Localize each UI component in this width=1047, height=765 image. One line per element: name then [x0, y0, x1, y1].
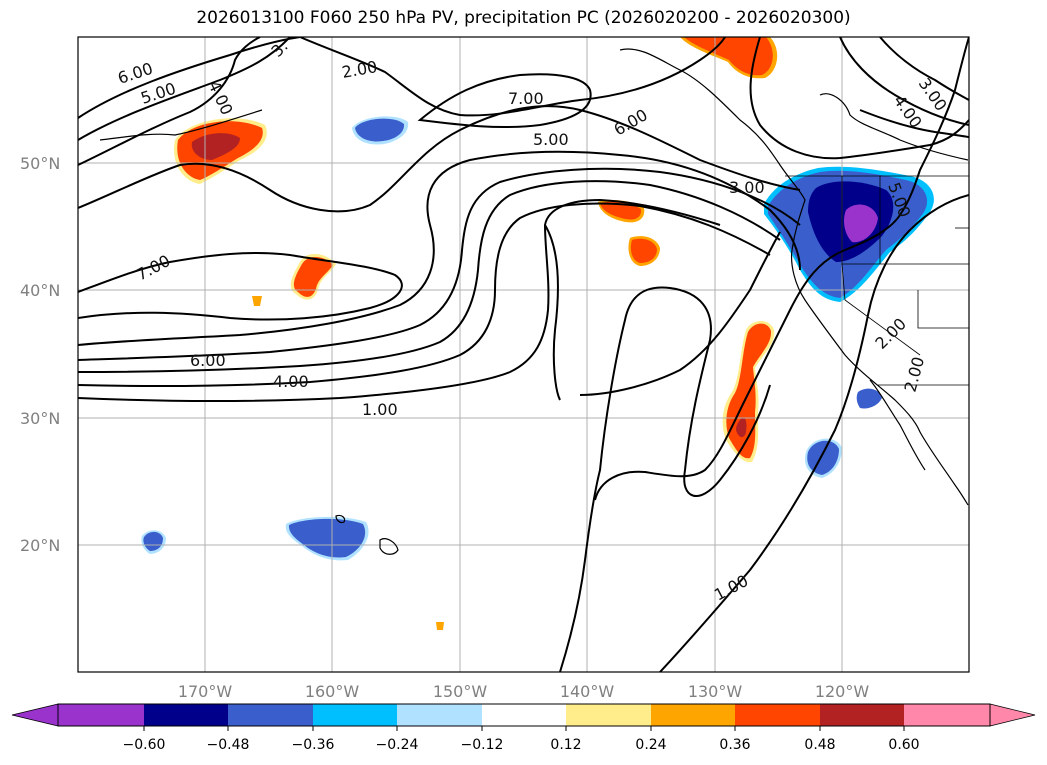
colorbar-segment — [566, 704, 651, 726]
coastlines — [99, 48, 969, 555]
contour-label: 7.00 — [508, 89, 544, 108]
colorbar-segment — [228, 704, 313, 726]
colorbar-tick-label: −0.12 — [461, 737, 504, 753]
colorbar-tick-label: −0.60 — [123, 737, 166, 753]
colorbar: −0.60 −0.48 −0.36 −0.24 −0.12 0.12 0.24 … — [11, 703, 1036, 753]
colorbar-tick-label: 0.60 — [888, 737, 919, 753]
map-title: 2026013100 F060 250 hPa PV, precipitatio… — [196, 8, 851, 28]
lat-label: 50°N — [20, 154, 60, 173]
colorbar-segment — [58, 704, 144, 726]
pv-contours — [78, 37, 969, 672]
lat-label: 20°N — [20, 536, 60, 555]
map-gridlines — [78, 37, 969, 672]
colorbar-outline — [57, 703, 991, 727]
contour-label: 4.00 — [273, 372, 309, 391]
colorbar-tick-label: 0.24 — [635, 737, 666, 753]
colorbar-extend-max — [989, 703, 1036, 727]
longitude-labels: 170°W 160°W 150°W 140°W 130°W 120°W — [178, 682, 870, 701]
colorbar-tick-label: −0.24 — [376, 737, 419, 753]
contour-label: 5.00 — [533, 130, 569, 149]
lon-label: 170°W — [178, 682, 233, 701]
colorbar-segment — [651, 704, 735, 726]
colorbar-segment — [904, 704, 990, 726]
colorbar-tick-label: −0.48 — [207, 737, 250, 753]
lon-label: 140°W — [560, 682, 615, 701]
contour-label: 3.00 — [729, 178, 765, 197]
colorbar-segment — [313, 704, 397, 726]
contour-label: 1.00 — [362, 400, 398, 419]
lon-label: 150°W — [433, 682, 488, 701]
colorbar-segment — [482, 704, 566, 726]
colorbar-tick-label: −0.36 — [292, 737, 335, 753]
colorbar-tick-label: 0.12 — [550, 737, 581, 753]
contour-label: 6.00 — [190, 351, 226, 370]
colorbar-segment — [820, 704, 904, 726]
lat-label: 40°N — [20, 281, 60, 300]
lat-label: 30°N — [20, 409, 60, 428]
colorbar-tick-label: 0.48 — [804, 737, 835, 753]
lon-label: 160°W — [305, 682, 360, 701]
political-boundaries — [785, 175, 969, 386]
lon-label: 130°W — [688, 682, 743, 701]
map-border — [77, 36, 970, 673]
colorbar-segment — [397, 704, 482, 726]
lon-label: 120°W — [815, 682, 870, 701]
latitude-labels: 50°N 40°N 30°N 20°N — [20, 154, 60, 555]
colorbar-segment — [144, 704, 228, 726]
colorbar-segment — [735, 704, 820, 726]
colorbar-extend-min — [11, 703, 59, 727]
colorbar-tick-label: 0.36 — [719, 737, 750, 753]
